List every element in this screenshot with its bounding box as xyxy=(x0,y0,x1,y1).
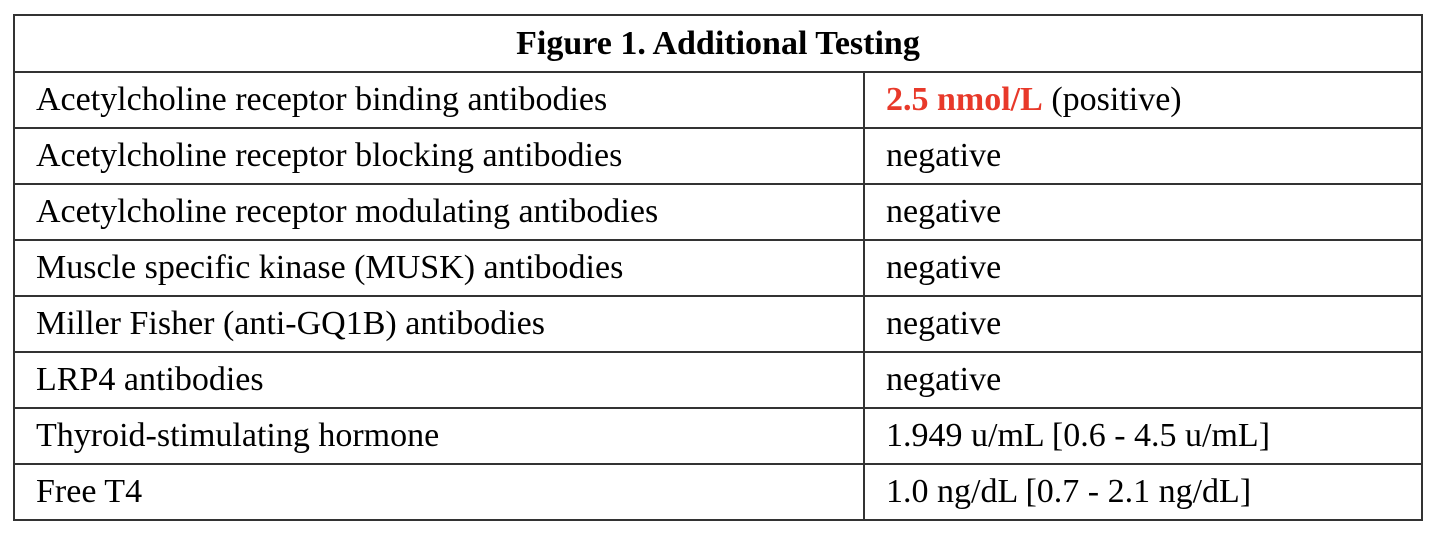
result-note: (positive) xyxy=(1042,81,1182,118)
table-row: Free T4 1.0 ng/dL [0.7 - 2.1 ng/dL] xyxy=(13,463,1423,521)
test-name: Acetylcholine receptor binding antibodie… xyxy=(13,71,865,129)
table-row: Muscle specific kinase (MUSK) antibodies… xyxy=(13,239,1423,297)
test-result: negative xyxy=(863,295,1423,353)
positive-value: 2.5 nmol/L xyxy=(886,81,1043,118)
test-result: 1.949 u/mL [0.6 - 4.5 u/mL] xyxy=(863,407,1423,465)
test-name: Acetylcholine receptor modulating antibo… xyxy=(13,183,865,241)
table-row: Acetylcholine receptor blocking antibodi… xyxy=(13,127,1423,185)
test-result: 2.5 nmol/L (positive) xyxy=(863,71,1423,129)
test-name: Miller Fisher (anti-GQ1B) antibodies xyxy=(13,295,865,353)
test-name: Thyroid-stimulating hormone xyxy=(13,407,865,465)
test-result: negative xyxy=(863,351,1423,409)
test-name: Muscle specific kinase (MUSK) antibodies xyxy=(13,239,865,297)
table-row: Acetylcholine receptor modulating antibo… xyxy=(13,183,1423,241)
additional-testing-table: Figure 1. Additional Testing Acetylcholi… xyxy=(13,14,1423,521)
table-row: Thyroid-stimulating hormone 1.949 u/mL [… xyxy=(13,407,1423,465)
table-row: Acetylcholine receptor binding antibodie… xyxy=(13,71,1423,129)
test-name: Free T4 xyxy=(13,463,865,521)
test-name: LRP4 antibodies xyxy=(13,351,865,409)
test-result: negative xyxy=(863,183,1423,241)
title-row: Figure 1. Additional Testing xyxy=(13,14,1423,73)
test-result: negative xyxy=(863,239,1423,297)
test-result: 1.0 ng/dL [0.7 - 2.1 ng/dL] xyxy=(863,463,1423,521)
table-row: LRP4 antibodies negative xyxy=(13,351,1423,409)
test-name: Acetylcholine receptor blocking antibodi… xyxy=(13,127,865,185)
test-result: negative xyxy=(863,127,1423,185)
table-row: Miller Fisher (anti-GQ1B) antibodies neg… xyxy=(13,295,1423,353)
table-title: Figure 1. Additional Testing xyxy=(13,14,1423,73)
